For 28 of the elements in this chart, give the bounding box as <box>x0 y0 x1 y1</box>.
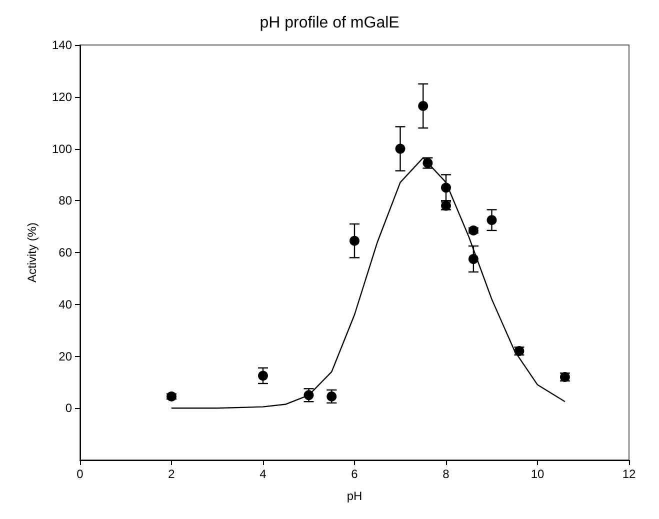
x-axis-title: pH <box>346 489 362 503</box>
x-tick-label: 10 <box>530 467 544 481</box>
point <box>486 215 497 226</box>
x-tick-label: 0 <box>76 467 84 481</box>
x-tick-label: 2 <box>168 467 176 481</box>
point <box>350 236 360 246</box>
x-tick-label: 6 <box>351 467 358 481</box>
y-tick-label: 120 <box>52 90 72 104</box>
y-tick-label: 140 <box>52 38 72 52</box>
point <box>441 182 451 193</box>
point <box>258 370 268 381</box>
y-tick-label: 40 <box>58 297 72 312</box>
x-tick-label: 8 <box>442 467 450 481</box>
x-tick-label: 4 <box>260 467 267 481</box>
point <box>395 144 406 154</box>
y-tick-label: 20 <box>58 349 72 364</box>
point <box>418 100 428 111</box>
y-tick-label: 100 <box>52 142 72 156</box>
y-tick-label: 0 <box>65 401 72 416</box>
chart-title: pH profile of mGalE <box>260 14 400 32</box>
point <box>468 254 478 264</box>
x-tick-label: 12 <box>622 467 636 481</box>
line-series <box>170 157 566 409</box>
y-axis-title: Activity (%) <box>25 222 39 282</box>
y-tick-label: 80 <box>58 194 72 208</box>
point <box>166 391 176 402</box>
point <box>326 391 337 402</box>
y-tick-label: 60 <box>58 246 72 260</box>
